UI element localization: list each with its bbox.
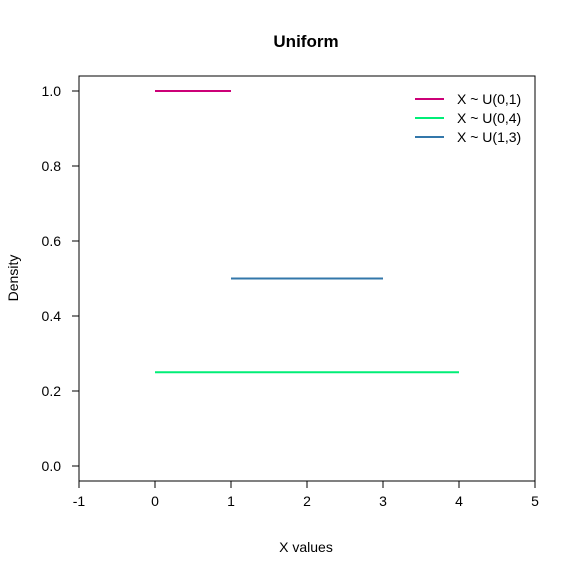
y-tick-label: 1.0 [42, 83, 62, 99]
x-tick-label: -1 [73, 493, 86, 509]
x-tick-label: 4 [455, 493, 463, 509]
legend-label-3: X ~ U(1,3) [457, 129, 521, 145]
y-tick-label: 0.0 [42, 458, 62, 474]
x-tick-label: 3 [379, 493, 387, 509]
x-axis: -1 0 1 2 3 4 5 [73, 481, 539, 509]
y-axis-label: Density [5, 255, 21, 302]
y-tick-label: 0.8 [42, 158, 62, 174]
legend-label-1: X ~ U(0,1) [457, 91, 521, 107]
y-axis: 0.0 0.2 0.4 0.6 0.8 1.0 [42, 83, 79, 474]
series-layer [155, 90, 459, 374]
x-tick-label: 5 [531, 493, 539, 509]
x-tick-label: 1 [227, 493, 235, 509]
legend-label-2: X ~ U(0,4) [457, 110, 521, 126]
x-tick-label: 2 [303, 493, 311, 509]
y-tick-label: 0.6 [42, 233, 62, 249]
chart-title: Uniform [273, 32, 338, 51]
x-tick-label: 0 [151, 493, 159, 509]
x-axis-label: X values [279, 539, 333, 555]
y-tick-label: 0.4 [42, 308, 62, 324]
y-tick-label: 0.2 [42, 383, 62, 399]
legend: X ~ U(0,1) X ~ U(0,4) X ~ U(1,3) [415, 91, 521, 145]
